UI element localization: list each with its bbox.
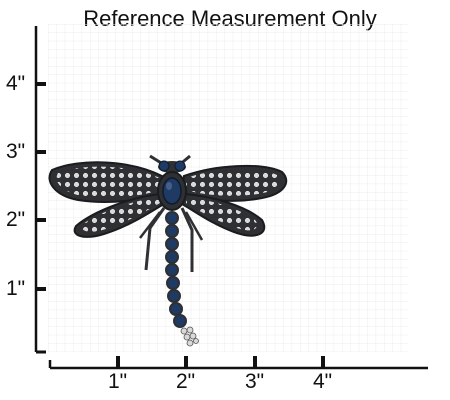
x-tick-label: 2" <box>176 370 196 393</box>
x-tick-label: 1" <box>108 370 128 393</box>
eye-right <box>174 160 186 172</box>
dragonfly-brooch <box>48 154 288 347</box>
y-tick-label: 2" <box>6 208 26 231</box>
abdomen <box>165 211 199 347</box>
eye-left <box>158 160 170 172</box>
y-tick-label: 1" <box>6 277 26 300</box>
y-tick-label: 3" <box>6 140 26 163</box>
x-tick-label: 3" <box>245 370 265 393</box>
leg-right <box>180 207 194 272</box>
x-tick-label: 4" <box>313 370 333 393</box>
y-tick-label: 4" <box>6 72 26 95</box>
